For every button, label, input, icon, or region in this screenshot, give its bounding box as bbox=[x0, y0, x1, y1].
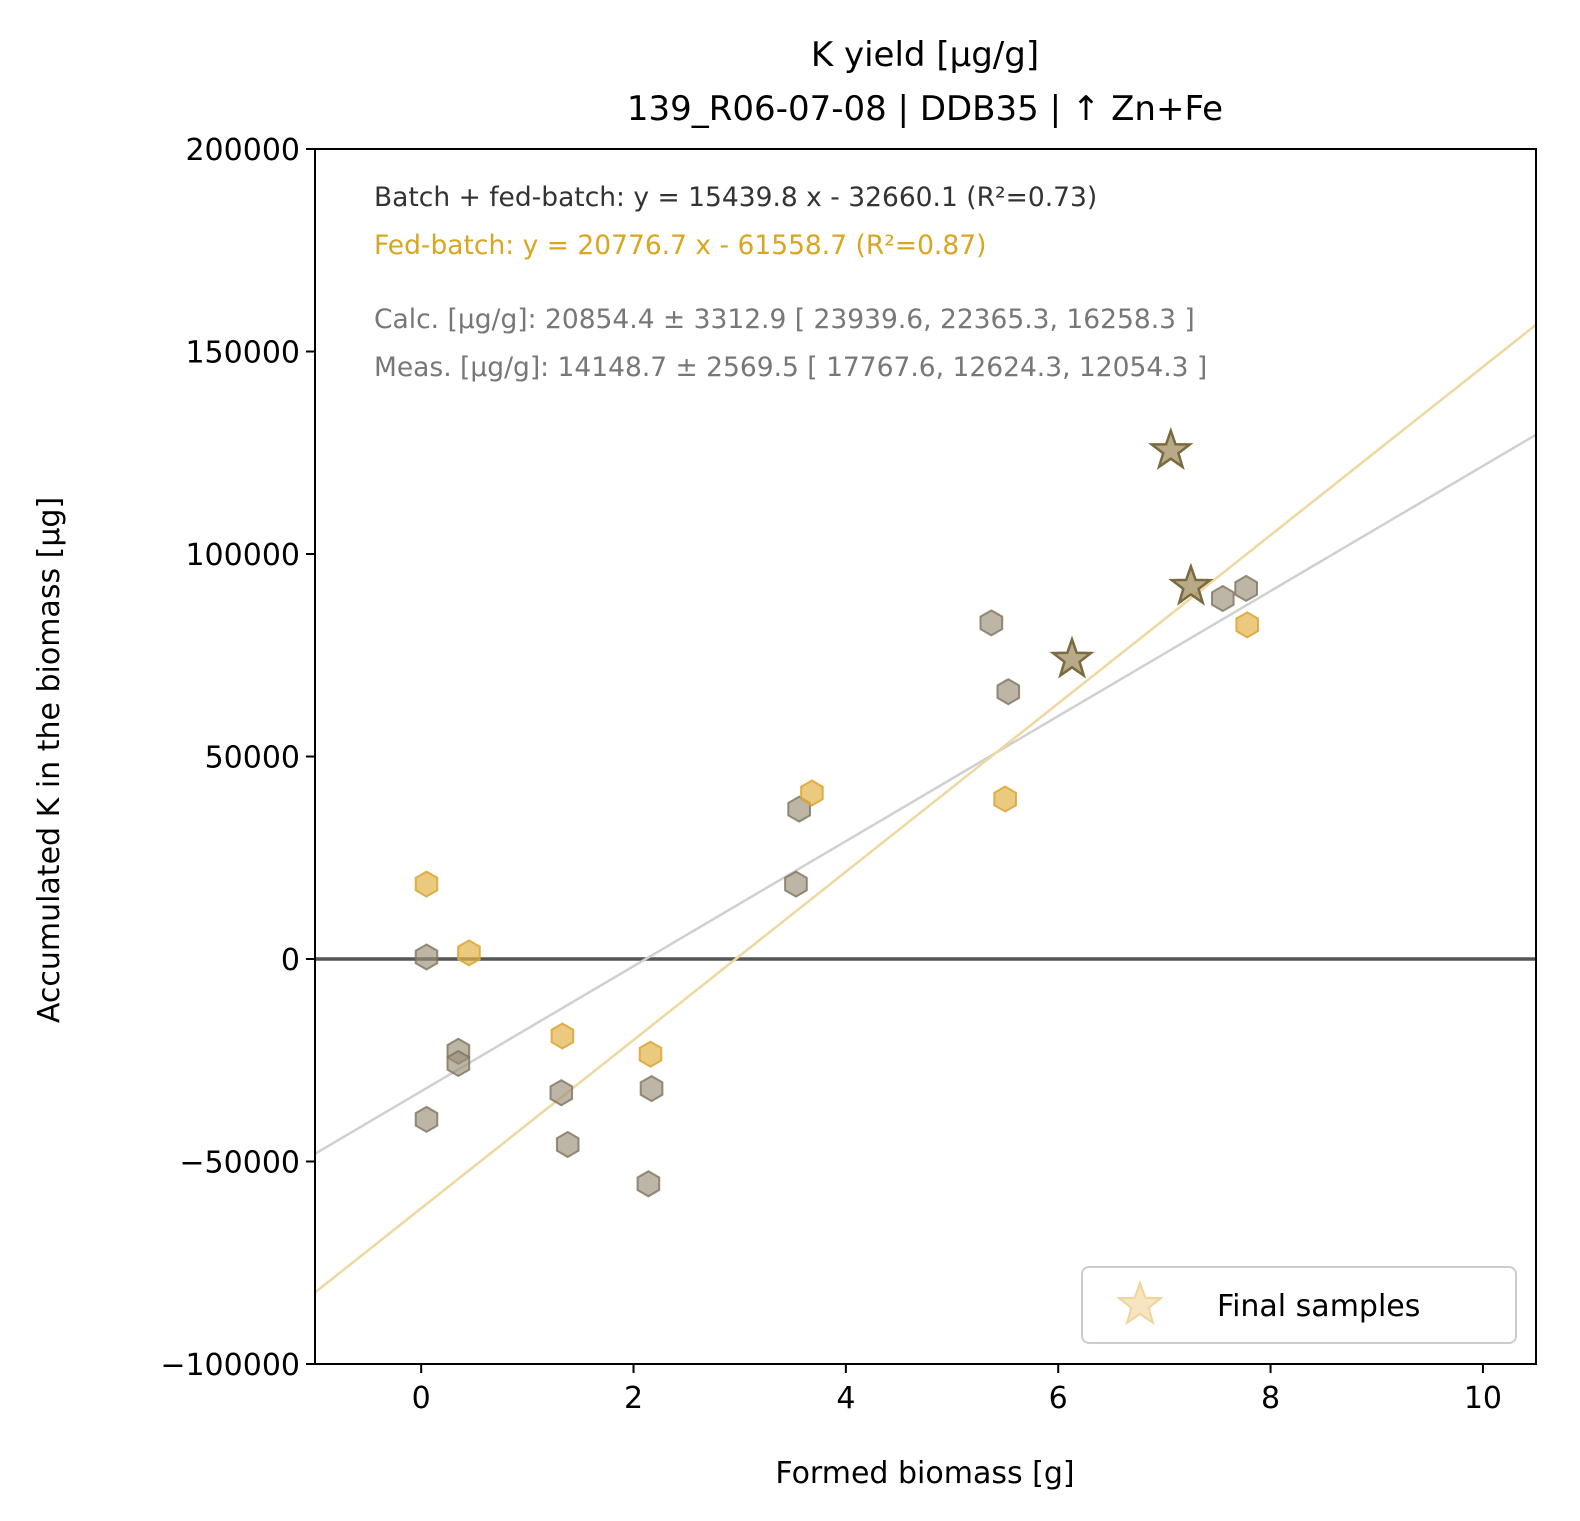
data-point-fedbatch bbox=[638, 1040, 663, 1068]
meas-annotation: Meas. [µg/g]: 14148.7 ± 2569.5 [ 17767.6… bbox=[374, 352, 1207, 383]
data-point-final-sample bbox=[1049, 635, 1095, 679]
data-point-batch bbox=[636, 1170, 661, 1198]
data-point-batch bbox=[639, 1074, 664, 1103]
data-point-fedbatch bbox=[1235, 611, 1259, 639]
legend-box bbox=[1081, 1266, 1517, 1344]
batch-fit-annotation: Batch + fed-batch: y = 15439.8 x - 32660… bbox=[374, 182, 1097, 213]
x-tick-label: 2 bbox=[624, 1381, 643, 1416]
chart-title: K yield [µg/g] bbox=[811, 35, 1039, 75]
legend: Final samples bbox=[1081, 1266, 1517, 1344]
data-point-fedbatch bbox=[550, 1022, 575, 1050]
batch-fit-line bbox=[315, 433, 1536, 1155]
y-tick-label: 200000 bbox=[185, 133, 300, 168]
data-point-fedbatch bbox=[800, 779, 824, 807]
fedbatch-fit-line bbox=[315, 323, 1536, 1294]
legend-star-marker bbox=[1116, 1280, 1164, 1326]
data-point-final-sample bbox=[1168, 562, 1214, 606]
legend-entry-final-samples: Final samples bbox=[1217, 1289, 1420, 1324]
data-point-batch bbox=[414, 943, 439, 971]
calc-annotation: Calc. [µg/g]: 20854.4 ± 3312.9 [ 23939.6… bbox=[374, 304, 1195, 335]
x-tick-label: 4 bbox=[836, 1381, 855, 1416]
data-point-batch bbox=[414, 1105, 439, 1134]
y-axis-label: Accumulated K in the biomass [µg] bbox=[32, 497, 67, 1023]
x-tick-label: 10 bbox=[1464, 1381, 1502, 1416]
data-point-batch bbox=[979, 609, 1004, 637]
data-point-final-sample bbox=[1148, 426, 1194, 470]
x-tick-label: 8 bbox=[1261, 1381, 1280, 1416]
y-tick-label: 0 bbox=[281, 943, 300, 978]
plot-area bbox=[315, 323, 1536, 1294]
axis-ticks: 0 2 4 6 8 10 −100000 −50000 0 50000 100000 150000 20… bbox=[160, 133, 1537, 1416]
data-point-batch bbox=[1211, 584, 1235, 613]
data-point-batch bbox=[784, 870, 808, 898]
data-point-batch bbox=[446, 1049, 471, 1078]
data-point-fedbatch bbox=[457, 939, 481, 967]
data-point-batch bbox=[1234, 574, 1258, 603]
x-axis-label: Formed biomass [g] bbox=[775, 1456, 1074, 1491]
data-point-batch bbox=[549, 1079, 574, 1107]
fedbatch-fit-annotation: Fed-batch: y = 20776.7 x - 61558.7 (R²=0… bbox=[374, 230, 986, 261]
chart-subtitle: 139_R06-07-08 | DDB35 | ↑ Zn+Fe bbox=[627, 89, 1223, 129]
legend-star bbox=[1116, 1280, 1164, 1326]
y-tick-label: 150000 bbox=[185, 336, 300, 371]
data-point-batch bbox=[555, 1130, 580, 1159]
x-tick-label: 6 bbox=[1049, 1381, 1068, 1416]
y-tick-label: 100000 bbox=[185, 538, 300, 573]
data-point-batch bbox=[996, 678, 1021, 706]
y-tick-label: 50000 bbox=[205, 741, 300, 776]
data-point-fedbatch bbox=[993, 785, 1017, 813]
y-tick-label: −50000 bbox=[179, 1146, 300, 1181]
y-tick-label: −100000 bbox=[160, 1348, 300, 1383]
x-tick-label: 0 bbox=[412, 1381, 431, 1416]
data-point-fedbatch bbox=[414, 870, 439, 898]
